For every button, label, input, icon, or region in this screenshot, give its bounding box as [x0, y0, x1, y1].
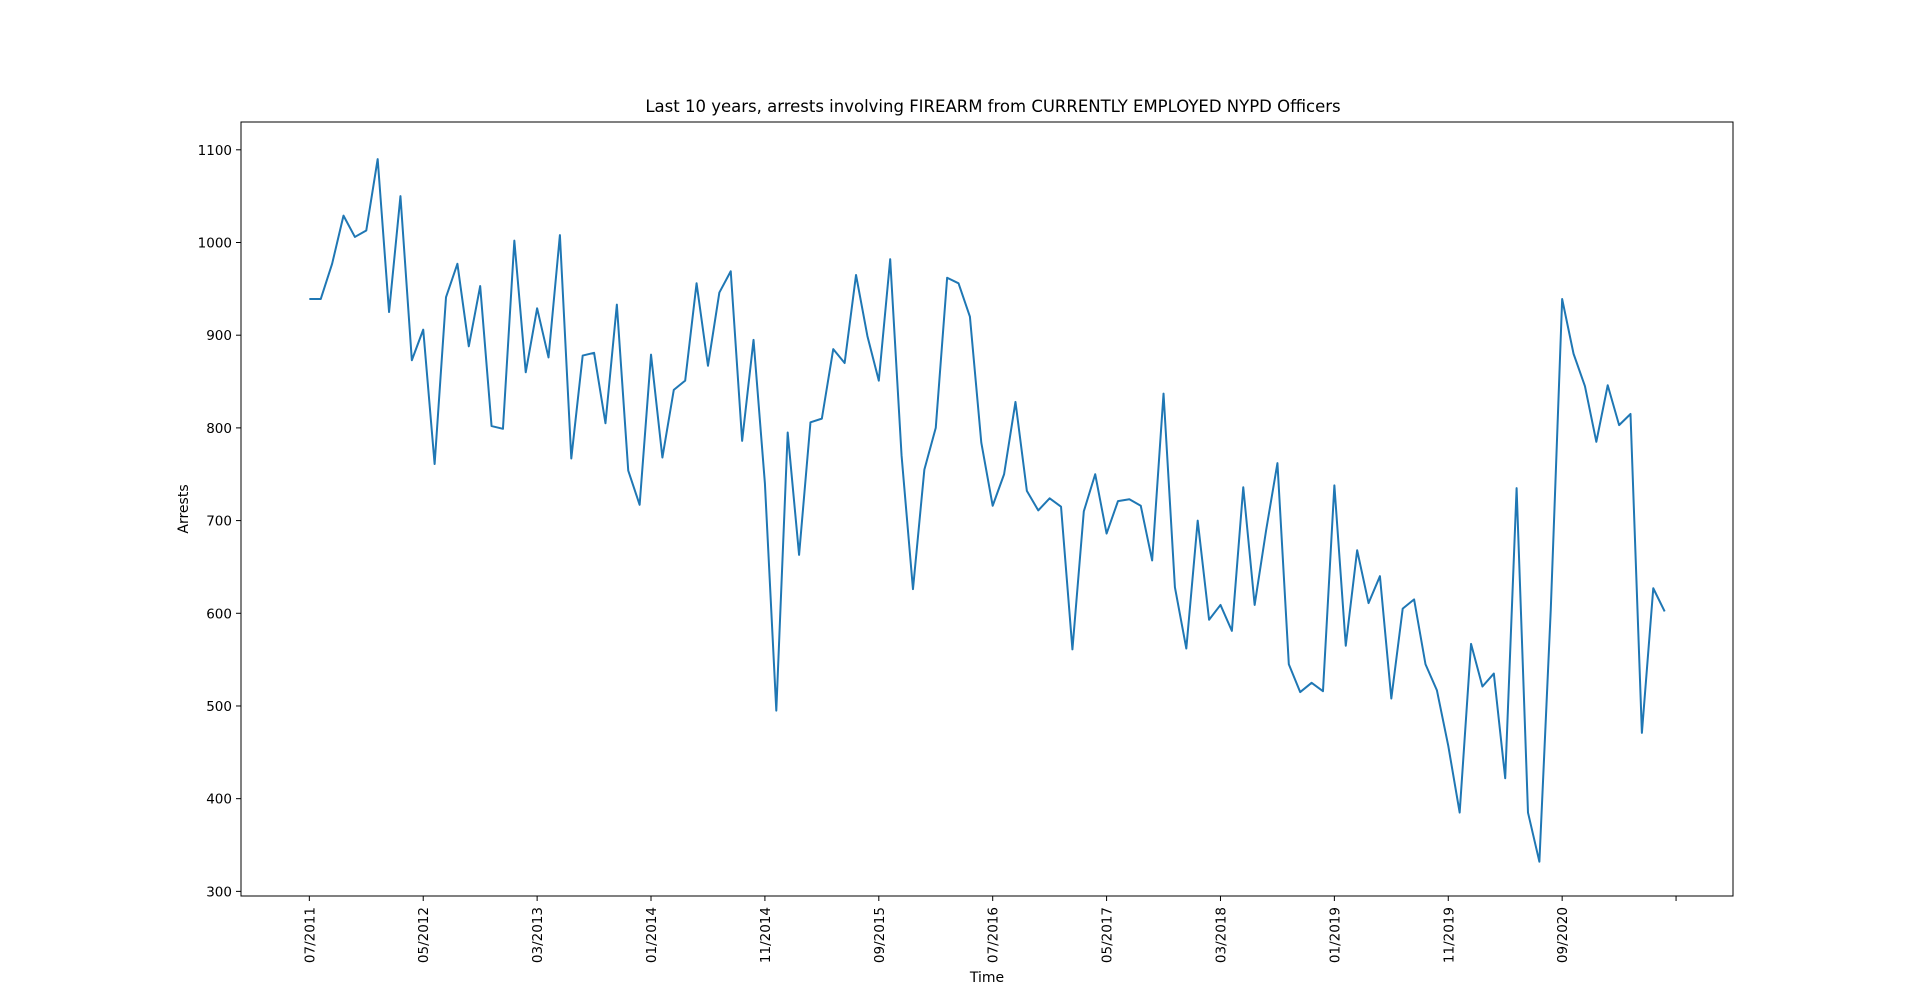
x-tick-label: 01/2014 [644, 907, 660, 963]
x-tick-label: 07/2011 [302, 907, 318, 963]
x-tick-label: 11/2019 [1441, 907, 1457, 963]
y-tick-label: 1000 [198, 236, 232, 252]
y-tick-label: 300 [206, 884, 232, 900]
chart-title: Last 10 years, arrests involving FIREARM… [645, 97, 1340, 116]
x-tick-label: 01/2019 [1327, 907, 1343, 963]
y-tick-label: 500 [206, 699, 232, 715]
y-tick-label: 600 [206, 606, 232, 622]
series-line [309, 158, 1666, 863]
x-tick-label: 05/2012 [416, 907, 432, 963]
y-tick-label: 900 [206, 328, 232, 344]
x-tick-label: 03/2013 [530, 907, 546, 963]
plot-frame [240, 121, 1734, 897]
x-tick-label: 09/2020 [1555, 907, 1571, 963]
x-tick-label: 07/2016 [986, 907, 1002, 963]
x-tick-label: 09/2015 [872, 907, 888, 963]
x-axis-label: Time [969, 970, 1004, 986]
y-tick-label: 1100 [198, 143, 232, 159]
y-tick-label: 700 [206, 514, 232, 530]
y-axis-label: Arrests [176, 484, 192, 533]
x-tick-label: 11/2014 [758, 907, 774, 963]
y-axis: 300 400 500 600 700 800 900 1000 1100 [198, 143, 241, 900]
x-axis: 07/2011 05/2012 03/2013 01/2014 11/2014 09/20… [302, 896, 1677, 963]
y-tick-label: 400 [206, 792, 232, 808]
x-tick-label: 05/2017 [1100, 907, 1116, 963]
y-tick-label: 800 [206, 421, 232, 437]
x-tick-label: 03/2018 [1213, 907, 1229, 963]
